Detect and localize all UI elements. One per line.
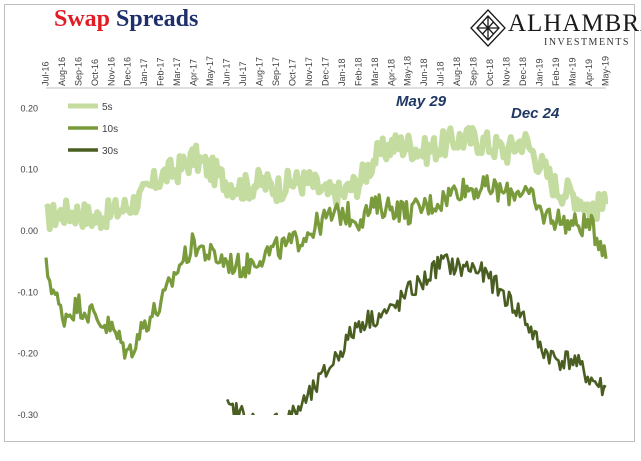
x-tick-label: May-17: [205, 56, 215, 86]
series-line-5s: [44, 125, 608, 233]
chart-title-word-2: Spreads: [116, 6, 199, 32]
x-tick-label: Aug-17: [254, 57, 264, 86]
y-tick-label: 0.10: [20, 165, 38, 175]
x-tick-label: Feb-17: [156, 57, 166, 86]
x-tick-label: Nov-18: [502, 57, 512, 86]
annotation-label: May 29: [396, 93, 447, 110]
logo-name: ALHAMBRA: [508, 10, 641, 37]
x-tick-label: Feb-18: [353, 57, 363, 86]
x-tick-label: Aug-18: [452, 57, 462, 86]
y-tick-label: -0.30: [17, 410, 38, 420]
x-tick-label: Jul-17: [238, 61, 248, 86]
x-tick-label: Jun-18: [419, 58, 429, 86]
x-tick-label: Feb-19: [551, 57, 561, 86]
x-tick-label: Nov-16: [106, 57, 116, 86]
x-tick-label: Mar-19: [567, 57, 577, 86]
y-tick-label: 0.20: [20, 103, 38, 113]
x-tick-label: Dec-17: [320, 57, 330, 86]
diamond-lattice-icon: [470, 9, 506, 47]
x-tick-label: Sep-17: [271, 57, 281, 86]
annotation-label: Dec 24: [511, 105, 560, 122]
chart-title: Swap Spreads: [54, 6, 198, 33]
x-tick-label: Jun-17: [222, 58, 232, 86]
x-tick-label: Oct-18: [485, 59, 495, 86]
x-tick-label: May-18: [403, 56, 413, 86]
x-tick-label: Nov-17: [304, 57, 314, 86]
x-tick-label: Jan-19: [534, 58, 544, 86]
legend-label: 10s: [102, 124, 118, 135]
x-tick-label: Jan-17: [139, 58, 149, 86]
x-tick-label: Aug-16: [57, 57, 67, 86]
x-tick-label: Mar-17: [172, 57, 182, 86]
series-line-10s: [44, 174, 608, 360]
x-tick-label: Dec-16: [123, 57, 133, 86]
x-tick-label: Jul-16: [40, 61, 50, 86]
y-tick-label: -0.10: [17, 287, 38, 297]
y-tick-label: 0.00: [20, 226, 38, 236]
x-tick-label: Mar-18: [370, 57, 380, 86]
x-tick-label: Jan-18: [337, 58, 347, 86]
legend-label: 5s: [102, 102, 113, 113]
x-tick-label: Dec-18: [518, 57, 528, 86]
series-line-30s: [226, 253, 607, 415]
chart-title-word-1: Swap: [54, 6, 111, 32]
x-tick-label: Apr-19: [584, 59, 594, 86]
x-tick-label: Jul-18: [436, 61, 446, 86]
x-tick-label: Oct-16: [90, 59, 100, 86]
y-tick-label: -0.20: [17, 349, 38, 359]
x-tick-label: Apr-18: [386, 59, 396, 86]
x-tick-label: May-19: [600, 56, 610, 86]
x-tick-label: Sep-18: [469, 57, 479, 86]
x-tick-label: Apr-17: [189, 59, 199, 86]
x-tick-label: Sep-16: [73, 57, 83, 86]
legend-label: 30s: [102, 146, 118, 157]
logo-subtitle: INVESTMENTS: [544, 37, 630, 48]
x-tick-label: Oct-17: [287, 59, 297, 86]
